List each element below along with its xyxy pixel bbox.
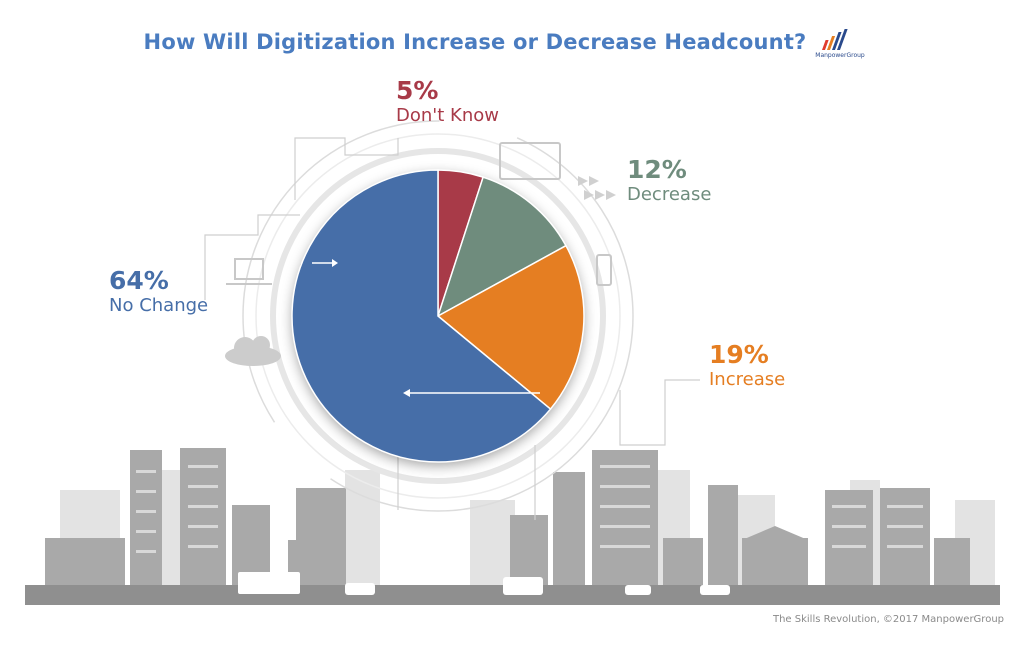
vehicles xyxy=(238,572,730,595)
slice-label-no-change-value: 64% xyxy=(109,266,169,295)
slice-label-increase: 19% Increase xyxy=(709,340,786,391)
slice-label-no-change: 64% No Change xyxy=(109,266,209,317)
manpower-logo-icon xyxy=(821,29,848,50)
footer-credit: The Skills Revolution, ©2017 ManpowerGro… xyxy=(772,614,1004,625)
slice-label-dont-know-value: 5% xyxy=(396,76,439,105)
building-windows xyxy=(136,465,923,553)
cloud-icon xyxy=(225,336,281,366)
midground-buildings xyxy=(45,448,970,585)
logo-text: ManpowerGroup xyxy=(815,52,865,59)
manpowergroup-logo: ManpowerGroup xyxy=(800,28,880,64)
slice-label-increase-value: 19% xyxy=(709,340,769,369)
slice-label-increase-name: Increase xyxy=(709,369,786,391)
slice-label-decrease-value: 12% xyxy=(627,155,687,184)
device-icons xyxy=(226,142,612,286)
slice-label-decrease: 12% Decrease xyxy=(627,155,712,206)
page-title: How Will Digitization Increase or Decrea… xyxy=(143,30,807,54)
pie-slices xyxy=(291,169,585,463)
slice-label-no-change-name: No Change xyxy=(109,295,209,317)
orbit-rings xyxy=(242,120,634,512)
slice-label-decrease-name: Decrease xyxy=(627,184,712,206)
pie-slice-decrease xyxy=(436,176,567,318)
pie-slice-no-change xyxy=(291,169,552,463)
pie-arrows xyxy=(312,259,540,397)
slice-label-dont-know-name: Don't Know xyxy=(396,105,499,127)
pie-slice-increase xyxy=(436,244,585,411)
slice-label-dont-know: 5% Don't Know xyxy=(396,76,499,127)
arrow-icons xyxy=(578,176,616,200)
